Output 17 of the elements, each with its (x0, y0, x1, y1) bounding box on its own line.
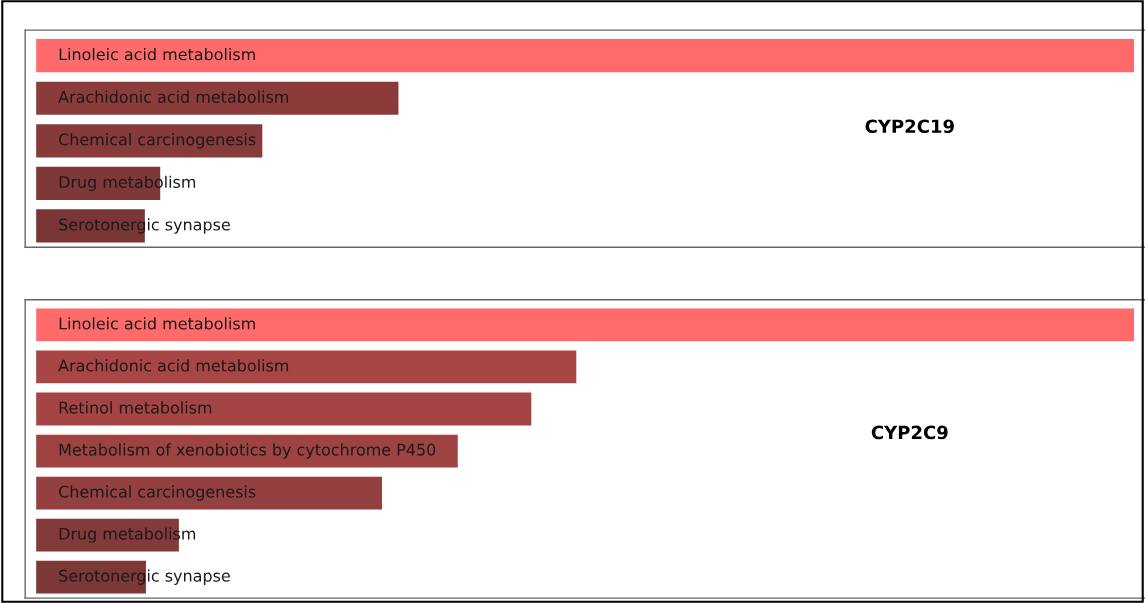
bar (36, 81, 399, 115)
y-tick-label: Metabolism of xenobiotics by cytochrome P450 (59, 443, 436, 459)
bar (36, 476, 382, 510)
bar (36, 124, 263, 158)
annotation: CYP2C9 (871, 425, 948, 440)
annotation: CYP2C19 (865, 119, 954, 134)
y-tick-label: Arachidonic acid metabolism (58, 90, 289, 103)
y-tick-label: Chemical carcinogenesis (59, 485, 256, 501)
bar (36, 350, 577, 384)
y-tick-label: Linoleic acid metabolism (59, 317, 255, 330)
y-tick-label: Linoleic acid metabolism (59, 47, 255, 61)
y-tick-label: Arachidonic acid metabolism (58, 359, 289, 372)
bar (36, 39, 1135, 73)
y-tick-label: Chemical carcinogenesis (59, 133, 256, 149)
y-tick-label: Retinol metabolism (59, 401, 212, 414)
bar (36, 308, 1135, 342)
bar (36, 392, 532, 426)
